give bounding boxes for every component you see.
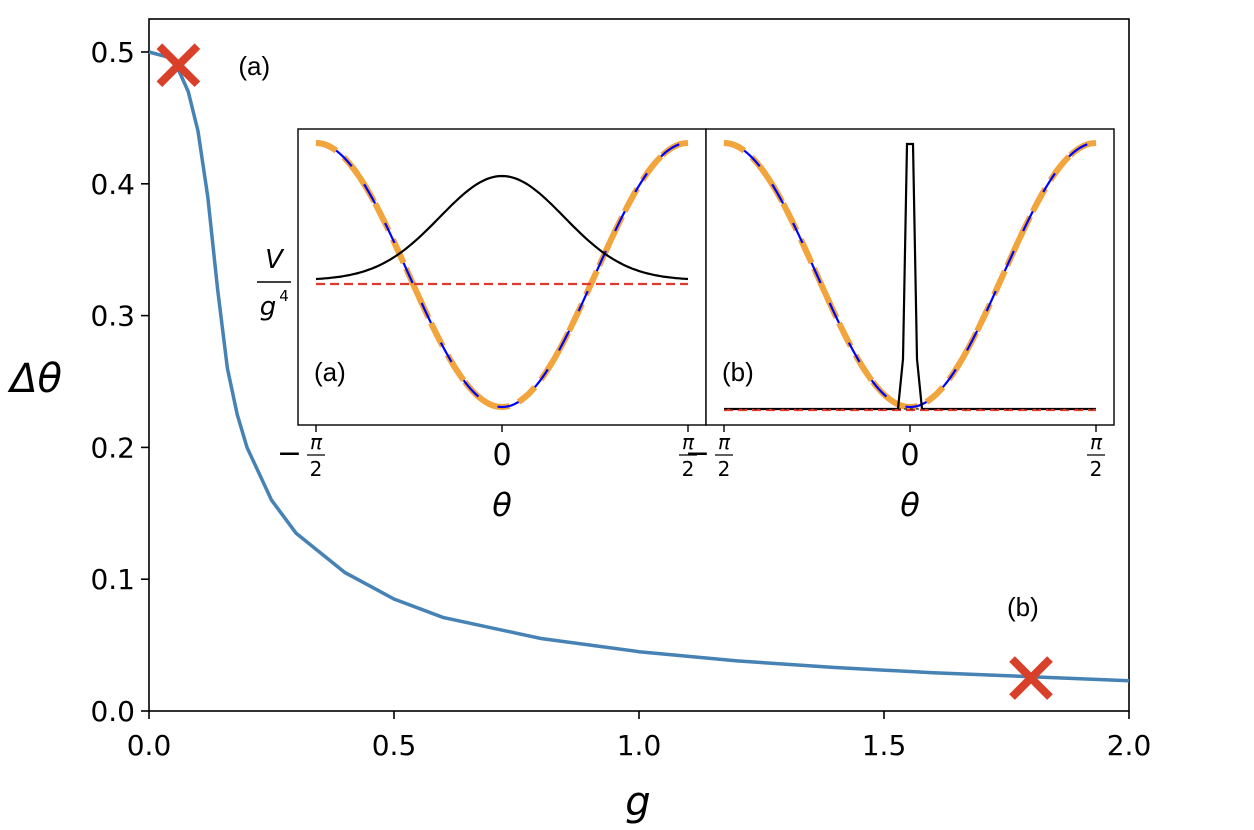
inset-x-tick-label: − π2 xyxy=(685,430,733,481)
y-tick-label: 0.1 xyxy=(90,563,135,596)
x-marker-a xyxy=(156,43,201,88)
tick-pi: π xyxy=(718,430,731,454)
inset-x-axis-label: θ xyxy=(900,486,920,524)
x-tick-label: 0.5 xyxy=(372,729,417,762)
x-tick-label: 1.5 xyxy=(862,729,907,762)
orange-dashed-overlay xyxy=(315,140,689,411)
main-y-ticks: 0.0 0.1 0.2 0.3 0.4 0.5 xyxy=(90,36,149,728)
black-series xyxy=(315,174,689,281)
y-tick-label: 0.2 xyxy=(90,431,135,464)
inset-panel-b: (b)− π2 0 π2θ xyxy=(685,128,1115,524)
y-tick-label: 0.5 xyxy=(90,36,135,69)
inset-x-tick-label: π2 xyxy=(679,430,697,481)
main-markers: (a) (b) xyxy=(156,43,1053,700)
marker-label: (a) xyxy=(238,51,270,81)
inset-panel-label: (b) xyxy=(722,357,754,387)
inset-x-tick-label: π2 xyxy=(1087,430,1105,481)
main-y-axis-label: Δθ xyxy=(7,356,62,402)
inset-panel-label: (a) xyxy=(314,357,346,387)
main-series-line xyxy=(148,50,1130,683)
inset-background xyxy=(706,129,1114,425)
inset-background xyxy=(298,129,706,425)
tick-minus: − xyxy=(277,436,302,471)
x-tick-label: 2.0 xyxy=(1107,729,1152,762)
black-series xyxy=(724,142,1096,411)
tick-zero: 0 xyxy=(900,438,919,473)
tick-pi: π xyxy=(310,430,323,454)
orange-dashed-overlay xyxy=(723,140,1097,411)
inset-y-axis-label: Vg 4 xyxy=(257,245,291,322)
inset-x-tick-label: 0 xyxy=(900,438,919,473)
main-x-ticks: 0.0 0.5 1.0 1.5 2.0 xyxy=(127,711,1152,762)
main-x-axis-label: g xyxy=(625,779,650,825)
tick-pi: π xyxy=(682,430,695,454)
x-tick-label: 1.0 xyxy=(617,729,662,762)
tick-two: 2 xyxy=(682,457,695,481)
y-label-denominator: g xyxy=(260,292,277,322)
y-tick-label: 0.0 xyxy=(90,695,135,728)
tick-two: 2 xyxy=(310,457,323,481)
tick-two: 2 xyxy=(1090,457,1103,481)
inset-x-tick-label: − π 2 xyxy=(277,430,325,481)
inset-x-tick-label: 0 xyxy=(492,438,511,473)
tick-minus: − xyxy=(685,436,710,471)
tick-pi: π xyxy=(1090,430,1103,454)
y-tick-label: 0.3 xyxy=(90,300,135,333)
inset-x-axis-label: θ xyxy=(492,486,512,524)
tick-two: 2 xyxy=(718,457,731,481)
x-marker-b xyxy=(1009,656,1053,700)
marker-label: (b) xyxy=(1007,592,1039,622)
x-tick-label: 0.0 xyxy=(127,729,172,762)
tick-zero: 0 xyxy=(492,438,511,473)
y-label-exponent: 4 xyxy=(279,287,289,305)
y-tick-label: 0.4 xyxy=(90,168,135,201)
y-label-numerator: V xyxy=(265,245,285,275)
